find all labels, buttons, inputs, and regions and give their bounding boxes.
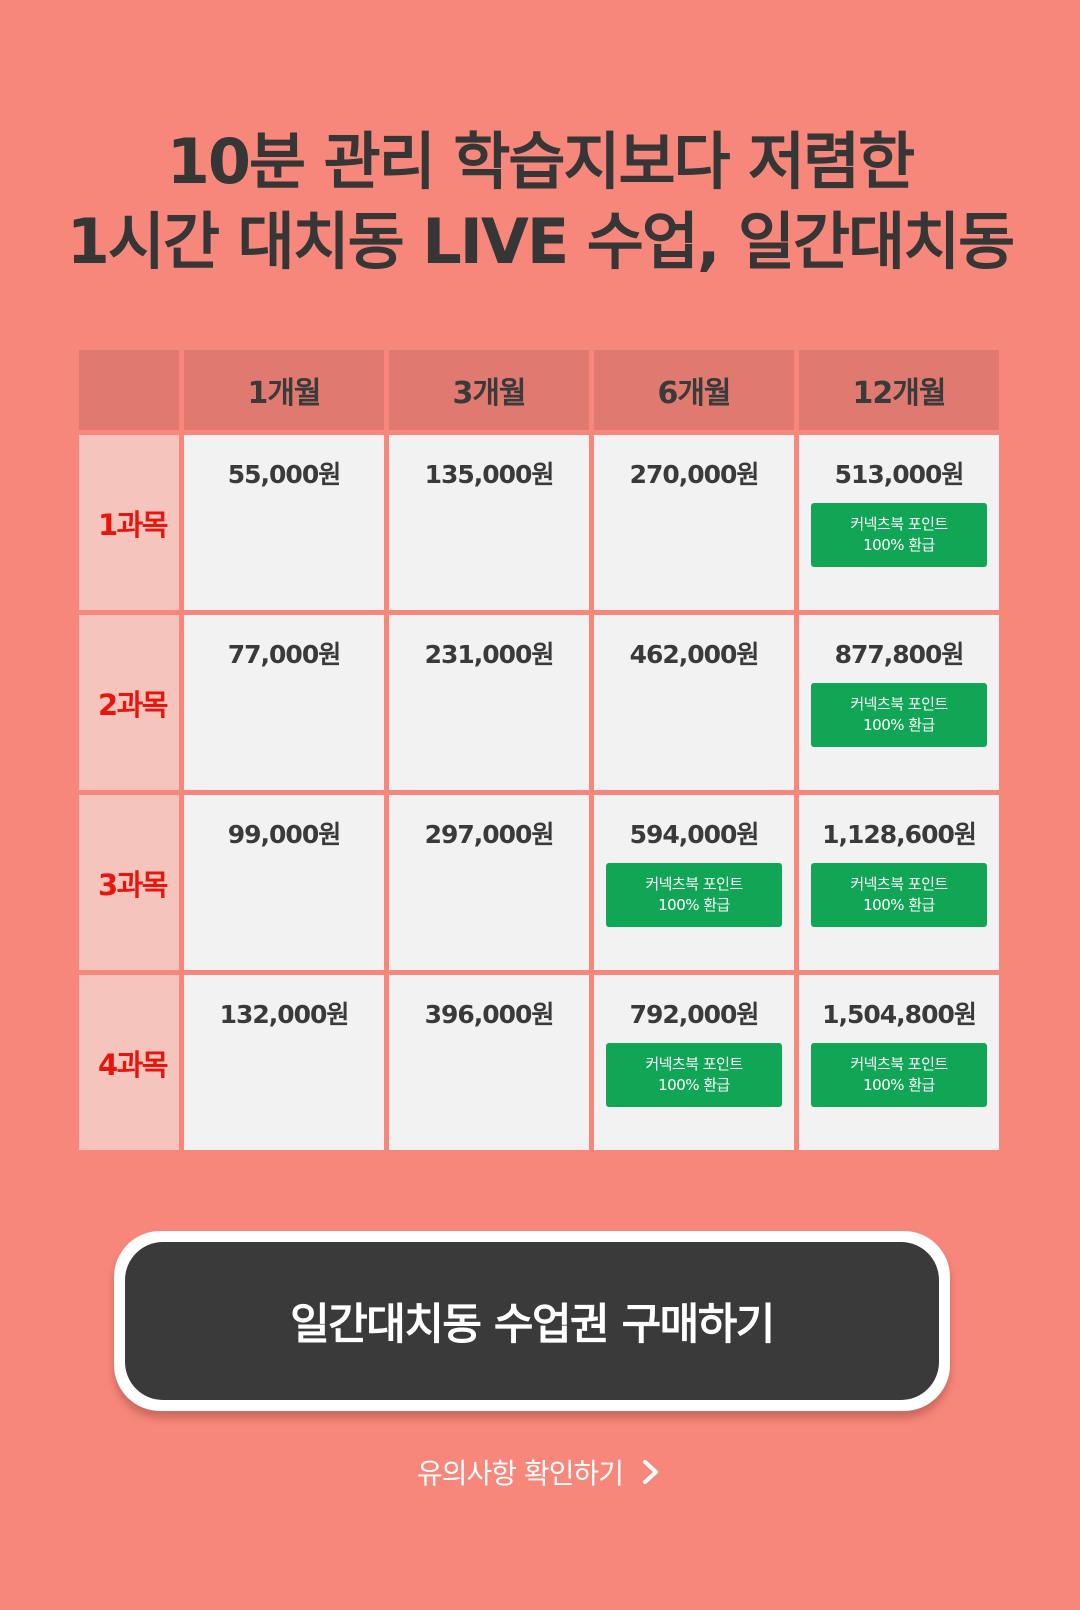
price-amount: 270,000원 <box>629 460 760 489</box>
notice-link[interactable]: 유의사항 확인하기 <box>0 1452 1080 1492</box>
page-headline: 10분 관리 학습지보다 저렴한 1시간 대치동 LIVE 수업, 일간대치동 <box>0 122 1080 282</box>
column-header-label: 12개월 <box>852 376 947 411</box>
price-amount: 77,000원 <box>227 640 341 669</box>
price-amount: 513,000원 <box>834 460 965 489</box>
price-amount: 396,000원 <box>424 1000 555 1029</box>
column-header-label: 3개월 <box>452 376 526 411</box>
price-amount: 877,800원 <box>834 640 965 669</box>
badge-line-2: 100% 환급 <box>863 1076 935 1094</box>
price-amount: 132,000원 <box>219 1000 350 1029</box>
price-cell: 270,000원 <box>594 435 794 610</box>
notice-link-label: 유의사항 확인하기 <box>417 1457 624 1490</box>
point-refund-badge: 커넥츠북 포인트 100% 환급 <box>811 863 987 927</box>
price-cell: 55,000원 <box>184 435 384 610</box>
point-refund-badge: 커넥츠북 포인트 100% 환급 <box>606 1043 782 1107</box>
row-label-cell: 3과목 <box>79 795 179 970</box>
chevron-right-icon <box>639 1458 663 1486</box>
point-refund-badge: 커넥츠북 포인트 100% 환급 <box>606 863 782 927</box>
price-amount: 297,000원 <box>424 820 555 849</box>
row-label-cell: 1과목 <box>79 435 179 610</box>
column-header-label: 6개월 <box>657 376 731 411</box>
price-amount: 594,000원 <box>629 820 760 849</box>
price-amount: 55,000원 <box>227 460 341 489</box>
price-amount: 1,128,600원 <box>822 820 977 849</box>
row-label-cell: 4과목 <box>79 975 179 1150</box>
badge-line-1: 커넥츠북 포인트 <box>645 875 743 893</box>
header-cell: 1개월 <box>184 350 384 430</box>
badge-line-1: 커넥츠북 포인트 <box>850 1055 948 1073</box>
price-amount: 462,000원 <box>629 640 760 669</box>
badge-line-2: 100% 환급 <box>658 896 730 914</box>
badge-line-2: 100% 환급 <box>658 1076 730 1094</box>
price-amount: 231,000원 <box>424 640 555 669</box>
row-label-cell: 2과목 <box>79 615 179 790</box>
price-amount: 135,000원 <box>424 460 555 489</box>
price-amount: 1,504,800원 <box>822 1000 977 1029</box>
header-corner-cell <box>79 350 179 430</box>
row-label: 4과목 <box>97 1047 169 1082</box>
point-refund-badge: 커넥츠북 포인트 100% 환급 <box>811 683 987 747</box>
price-cell: 462,000원 <box>594 615 794 790</box>
row-label: 1과목 <box>97 507 169 542</box>
row-label: 2과목 <box>97 687 169 722</box>
badge-line-1: 커넥츠북 포인트 <box>850 515 948 533</box>
header-cell: 12개월 <box>799 350 999 430</box>
purchase-button-label: 일간대치동 수업권 구매하기 <box>125 1242 939 1400</box>
price-amount: 792,000원 <box>629 1000 760 1029</box>
price-cell: 297,000원 <box>389 795 589 970</box>
header-cell: 6개월 <box>594 350 794 430</box>
price-cell: 99,000원 <box>184 795 384 970</box>
purchase-button[interactable]: 일간대치동 수업권 구매하기 <box>114 1231 950 1411</box>
header-cell: 3개월 <box>389 350 589 430</box>
headline-line-1: 10분 관리 학습지보다 저렴한 <box>166 125 915 198</box>
badge-line-2: 100% 환급 <box>863 716 935 734</box>
price-cell: 132,000원 <box>184 975 384 1150</box>
badge-line-2: 100% 환급 <box>863 536 935 554</box>
price-cell: 231,000원 <box>389 615 589 790</box>
badge-line-2: 100% 환급 <box>863 896 935 914</box>
row-label: 3과목 <box>97 867 169 902</box>
point-refund-badge: 커넥츠북 포인트 100% 환급 <box>811 503 987 567</box>
price-cell: 77,000원 <box>184 615 384 790</box>
price-amount: 99,000원 <box>227 820 341 849</box>
badge-line-1: 커넥츠북 포인트 <box>850 695 948 713</box>
badge-line-1: 커넥츠북 포인트 <box>850 875 948 893</box>
point-refund-badge: 커넥츠북 포인트 100% 환급 <box>811 1043 987 1107</box>
column-header-label: 1개월 <box>247 376 321 411</box>
badge-line-1: 커넥츠북 포인트 <box>645 1055 743 1073</box>
price-cell: 396,000원 <box>389 975 589 1150</box>
pricing-table: 1개월 3개월 6개월 12개월 1과목 55,000원 135,000원 270,000원 5… <box>79 350 999 1150</box>
price-cell: 135,000원 <box>389 435 589 610</box>
headline-line-2: 1시간 대치동 LIVE 수업, 일간대치동 <box>66 205 1015 278</box>
